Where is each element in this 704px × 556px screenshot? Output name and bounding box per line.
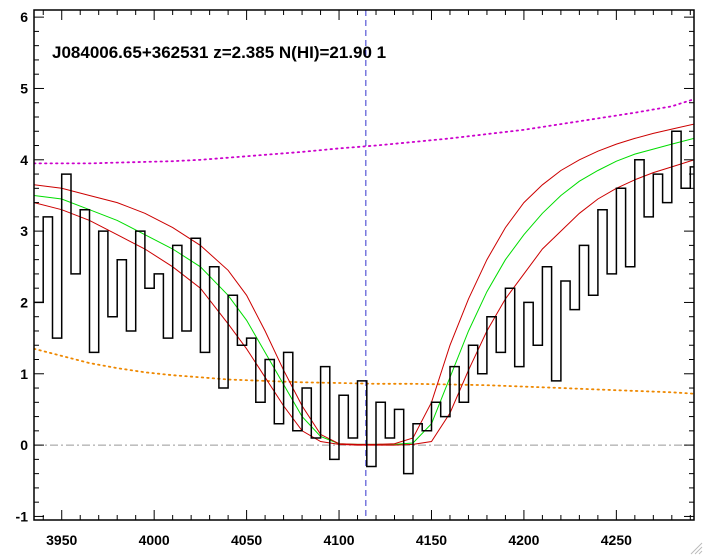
y-tick-label: 4 (20, 152, 28, 168)
x-tick-label: 4000 (139, 532, 170, 548)
x-tick-label: 3950 (46, 532, 77, 548)
x-tick-label: 4250 (601, 532, 632, 548)
model-upper-bound-line (34, 123, 694, 445)
error-dotted-line (34, 347, 694, 395)
y-tick-label: 2 (20, 294, 28, 310)
y-tick-label: 3 (20, 223, 28, 239)
model-lower-bound-line (34, 159, 694, 446)
resize-grip-icon[interactable] (690, 542, 703, 555)
continuum-dotted-line (34, 98, 694, 165)
y-tick-label: 1 (20, 366, 28, 382)
model-fit-line (34, 137, 694, 445)
x-tick-label: 4150 (416, 532, 447, 548)
y-tick-label: 0 (20, 437, 28, 453)
y-tick-label: -1 (16, 508, 29, 524)
x-tick-label: 4100 (323, 532, 354, 548)
x-tick-label: 4200 (508, 532, 539, 548)
x-tick-label: 4050 (231, 532, 262, 548)
plot-frame (33, 9, 695, 521)
chart-annotation: J084006.65+362531 z=2.385 N(HI)=21.90 1 (52, 43, 386, 62)
y-tick-label: 5 (20, 80, 28, 96)
axis-tick-labels: 3950 4000 4050 4100 4150 4200 4250 -1 0 1 2 3 4 5 6 (16, 9, 633, 548)
y-tick-label: 6 (20, 9, 28, 25)
flux-steps-line (34, 130, 694, 475)
axis-ticks (34, 10, 694, 520)
